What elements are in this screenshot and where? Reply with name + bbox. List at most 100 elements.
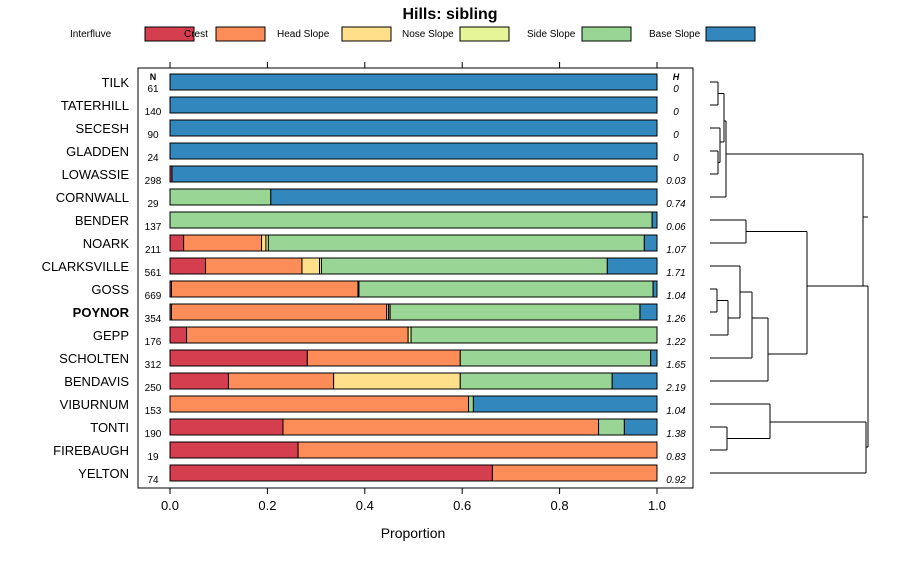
legend-label-5: Base Slope bbox=[649, 29, 701, 40]
bar-segment-base-slope bbox=[169, 73, 658, 91]
row-h-value: 0.83 bbox=[666, 452, 686, 463]
bar-segment-side-slope bbox=[358, 280, 654, 298]
row-n-value: 176 bbox=[145, 337, 162, 348]
bar-segment-crest bbox=[169, 395, 470, 413]
bar-segment-base-slope bbox=[606, 257, 658, 275]
bar-segment-base-slope bbox=[270, 188, 658, 206]
x-tick-label-5: 1.0 bbox=[648, 498, 666, 513]
bar-segment-interfluve bbox=[169, 372, 229, 390]
bar-segment-crest bbox=[183, 234, 263, 252]
row-n-value: 24 bbox=[147, 153, 159, 164]
legend-swatch-4 bbox=[581, 26, 632, 42]
row-n-value: 74 bbox=[147, 475, 159, 486]
bar-segment-side-slope bbox=[598, 418, 625, 436]
row-n-value: 19 bbox=[147, 452, 159, 463]
bar-segment-interfluve bbox=[169, 326, 188, 344]
row-label: NOARK bbox=[83, 236, 130, 251]
bar-row-cornwall: CORNWALL 29 0.74 bbox=[56, 188, 686, 210]
bar-segment-base-slope bbox=[651, 211, 658, 229]
bar-segment-crest bbox=[205, 257, 303, 275]
bar-row-scholten: SCHOLTEN 312 1.65 bbox=[59, 349, 686, 371]
bar-segment-interfluve bbox=[169, 418, 284, 436]
row-h-value: 0 bbox=[673, 84, 679, 95]
row-label: BENDER bbox=[75, 213, 129, 228]
bar-row-bendavis: BENDAVIS 250 2.19 bbox=[64, 372, 686, 394]
bar-segment-side-slope bbox=[410, 326, 658, 344]
bar-segment-base-slope bbox=[639, 303, 658, 321]
bar-segment-interfluve bbox=[169, 234, 185, 252]
legend: Interfluve Crest Head Slope Nose Slope Side … bbox=[70, 26, 756, 42]
row-n-value: 354 bbox=[145, 314, 162, 325]
row-n-value: 140 bbox=[145, 107, 162, 118]
x-tick-label-2: 0.4 bbox=[356, 498, 374, 513]
bar-row-gepp: GEPP 176 1.22 bbox=[93, 326, 686, 348]
row-h-value: 0.06 bbox=[666, 222, 686, 233]
row-n-value: 153 bbox=[145, 406, 162, 417]
row-n-value: 250 bbox=[145, 383, 162, 394]
bar-segment-base-slope bbox=[650, 349, 658, 367]
legend-swatch-0 bbox=[144, 26, 195, 42]
plot-frame bbox=[137, 67, 694, 489]
row-h-value: 1.38 bbox=[666, 429, 686, 440]
bar-row-bender: BENDER 137 0.06 bbox=[75, 211, 686, 233]
x-tick-label-3: 0.6 bbox=[453, 498, 471, 513]
row-label: TONTI bbox=[90, 420, 129, 435]
row-n-value: 669 bbox=[145, 291, 162, 302]
bar-segment-interfluve bbox=[169, 464, 493, 482]
bar-row-secesh: SECESH 90 0 bbox=[76, 119, 679, 141]
row-n-value: 137 bbox=[145, 222, 162, 233]
bar-segment-interfluve bbox=[169, 257, 207, 275]
bar-segment-side-slope bbox=[468, 395, 474, 413]
legend-label-3: Nose Slope bbox=[402, 29, 454, 40]
row-label: FIREBAUGH bbox=[53, 443, 129, 458]
x-tick-label-4: 0.8 bbox=[551, 498, 569, 513]
bar-row-tonti: TONTI 190 1.38 bbox=[90, 418, 686, 440]
legend-swatch-5 bbox=[705, 26, 756, 42]
bar-segment-side-slope bbox=[267, 234, 645, 252]
bar-segment-base-slope bbox=[643, 234, 658, 252]
legend-label-1: Crest bbox=[184, 29, 208, 40]
bar-segment-interfluve bbox=[169, 441, 299, 459]
row-label: LOWASSIE bbox=[62, 167, 130, 182]
row-h-value: 1.22 bbox=[666, 337, 686, 348]
row-n-value: 298 bbox=[145, 176, 162, 187]
row-label: TILK bbox=[102, 75, 130, 90]
row-h-value: 1.26 bbox=[666, 314, 686, 325]
bar-segment-head-slope bbox=[301, 257, 321, 275]
legend-swatch-3 bbox=[459, 26, 510, 42]
bar-segment-crest bbox=[170, 280, 359, 298]
chart-title: Hills: sibling bbox=[402, 6, 497, 23]
bar-row-viburnum: VIBURNUM 153 1.04 bbox=[60, 395, 686, 417]
bar-segment-crest bbox=[491, 464, 658, 482]
row-n-value: 190 bbox=[145, 429, 162, 440]
bar-row-poynor: POYNOR 354 1.26 bbox=[73, 303, 686, 325]
row-n-value: 561 bbox=[145, 268, 162, 279]
legend-label-2: Head Slope bbox=[277, 29, 330, 40]
row-label: GLADDEN bbox=[66, 144, 129, 159]
bar-row-clarksville: CLARKSVILLE 561 1.71 bbox=[42, 257, 686, 279]
row-label: VIBURNUM bbox=[60, 397, 129, 412]
row-h-value: 0 bbox=[673, 153, 679, 164]
row-label: SCHOLTEN bbox=[59, 351, 129, 366]
row-label: YELTON bbox=[78, 466, 129, 481]
bar-segment-base-slope bbox=[611, 372, 658, 390]
row-h-value: 1.65 bbox=[666, 360, 686, 371]
bar-segment-side-slope bbox=[320, 257, 608, 275]
bar-segment-side-slope bbox=[169, 211, 653, 229]
bar-segment-crest bbox=[306, 349, 461, 367]
row-label: BENDAVIS bbox=[64, 374, 129, 389]
h-column-header: H bbox=[673, 72, 680, 82]
legend-swatch-1 bbox=[215, 26, 266, 42]
bar-segment-base-slope bbox=[623, 418, 658, 436]
row-label: TATERHILL bbox=[61, 98, 129, 113]
bar-segment-crest bbox=[186, 326, 409, 344]
bar-segment-base-slope bbox=[652, 280, 658, 298]
dendrogram bbox=[710, 81, 869, 474]
row-n-value: 90 bbox=[147, 130, 159, 141]
bar-segment-crest bbox=[282, 418, 600, 436]
bar-segment-base-slope bbox=[169, 96, 658, 114]
bar-segment-side-slope bbox=[169, 188, 272, 206]
bar-segment-head-slope bbox=[333, 372, 461, 390]
bar-row-taterhill: TATERHILL 140 0 bbox=[61, 96, 679, 118]
